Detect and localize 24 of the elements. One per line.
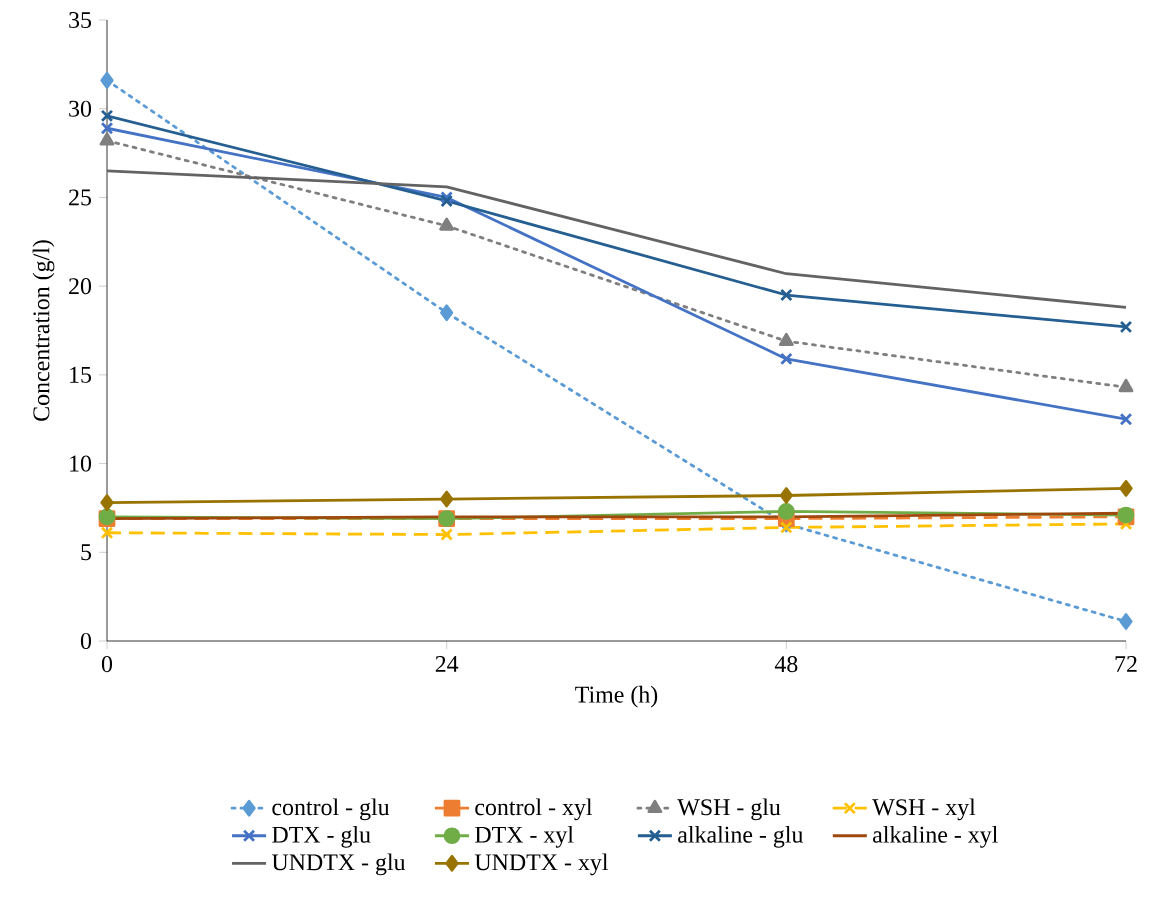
legend-label: WSH - glu (677, 798, 781, 821)
legend-label: control - xyl (475, 798, 593, 821)
legend-label: alkaline - xyl (873, 825, 998, 848)
x-tick-label: 48 (774, 656, 798, 673)
x-axis-title: Time (h) (575, 685, 658, 708)
x-tick-label: 24 (435, 656, 459, 672)
y-tick-label: 35 (69, 11, 92, 29)
y-tick-label: 5 (81, 544, 92, 561)
x-tick-label: 0 (101, 656, 113, 673)
y-tick-label: 25 (69, 189, 92, 206)
legend-label: control - glu (272, 798, 390, 821)
legend-label: UNDTX - glu (271, 853, 406, 876)
legend-label: DTX - xyl (475, 825, 574, 848)
y-tick-label: 15 (70, 366, 92, 383)
y-axis-title: Concentration (g/l) (32, 240, 55, 421)
y-tick-label: 10 (70, 455, 92, 472)
x-tick-label: 72 (1115, 656, 1137, 672)
legend-label: UNDTX - xyl (474, 853, 609, 876)
y-tick-label: 20 (69, 278, 92, 295)
legend-label: WSH - xyl (872, 798, 976, 821)
y-tick-label: 30 (69, 100, 92, 117)
legend-label: alkaline - glu (678, 825, 804, 848)
legend-label: DTX - glu (272, 825, 371, 848)
y-tick-label: 0 (80, 632, 92, 650)
